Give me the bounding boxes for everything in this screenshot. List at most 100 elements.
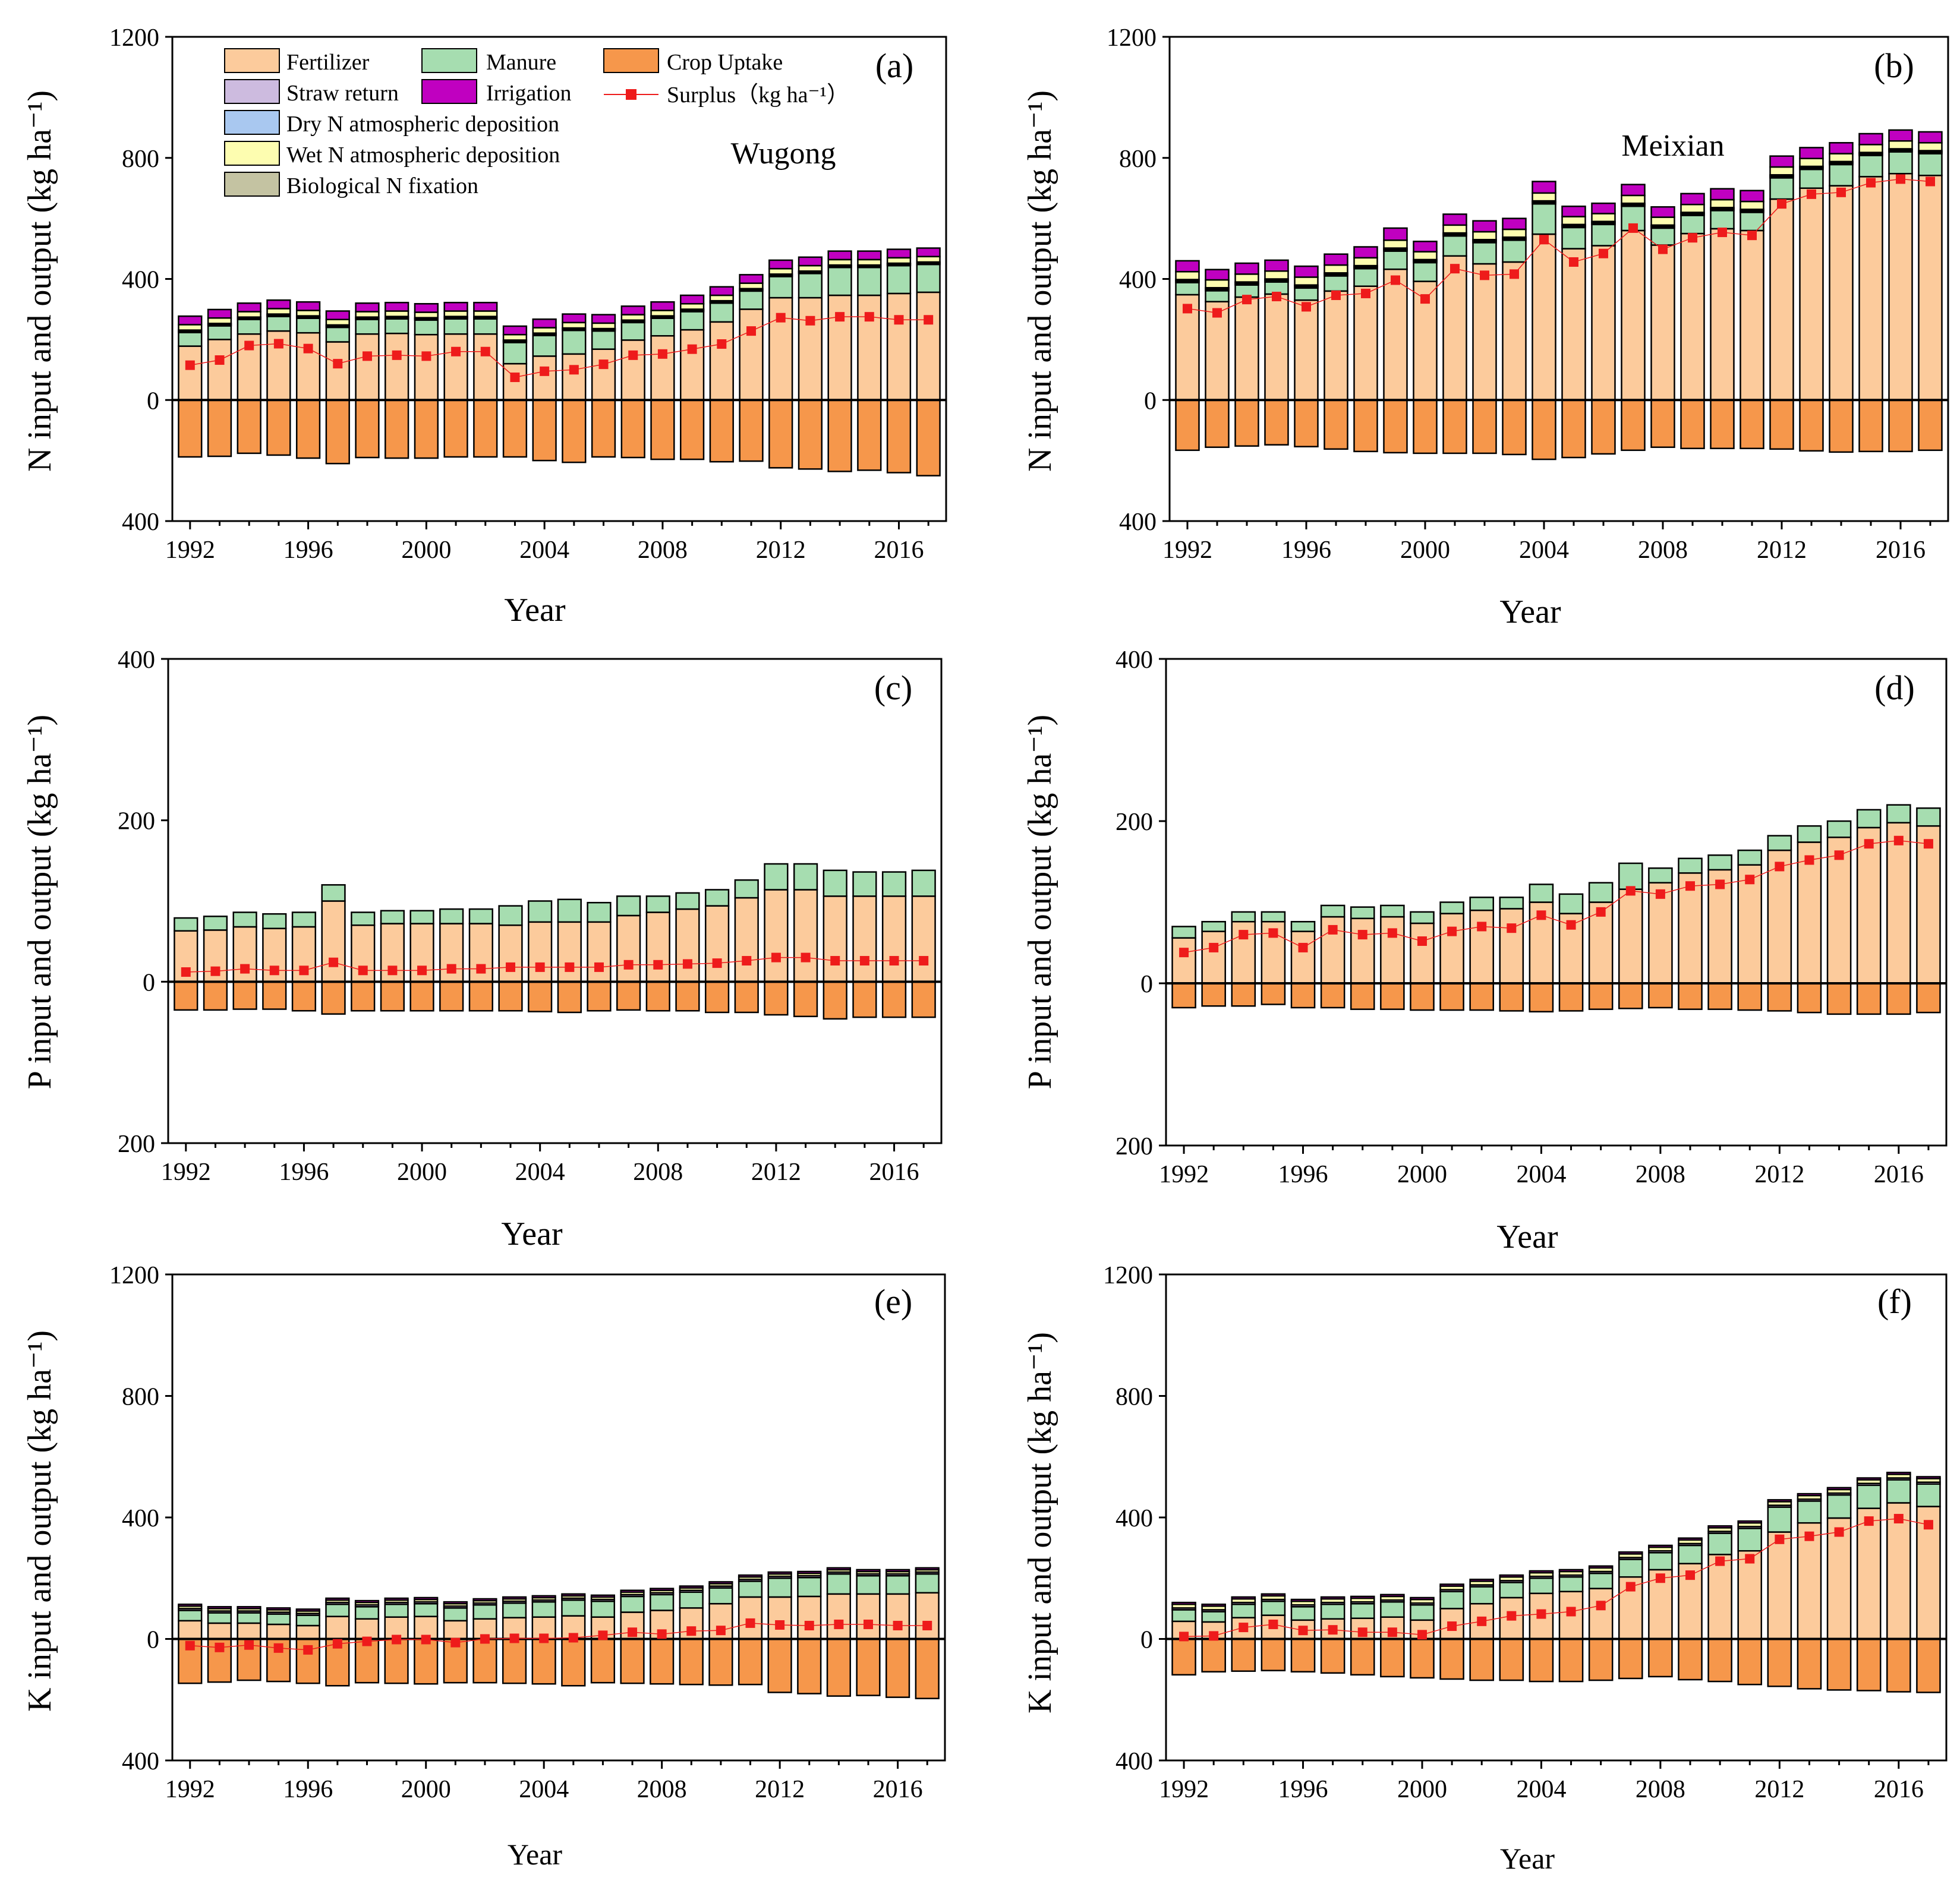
surplus-point-2016 [889, 956, 899, 966]
surplus-line [1187, 178, 1931, 314]
surplus-point-1997 [332, 1639, 342, 1649]
surplus-point-2008 [657, 349, 667, 359]
surplus-point-2017 [924, 315, 934, 325]
bar-wet-2001 [1442, 224, 1467, 234]
surplus-point-2006 [1596, 907, 1606, 917]
bar-fertilizer-2012 [764, 889, 789, 983]
bar-uptake-2000 [414, 1638, 439, 1685]
bar-manure-1994 [1231, 911, 1256, 923]
x-tick-label: 2012 [755, 1776, 805, 1803]
bar-uptake-2008 [1648, 982, 1673, 1009]
surplus-point-2009 [686, 1626, 697, 1636]
bar-manure-2005 [557, 898, 582, 923]
bar-irrigation-1996 [295, 301, 321, 311]
bar-uptake-2008 [1648, 1638, 1673, 1678]
bar-uptake-2006 [590, 1638, 616, 1684]
bar-manure-2014 [823, 869, 847, 897]
bar-manure-1993 [203, 916, 228, 931]
bar-fertilizer-2017 [916, 291, 941, 401]
legend-wet-swatch [224, 141, 280, 166]
bar-fertilizer-2001 [1442, 255, 1467, 401]
bar-irrigation-2017 [1916, 1476, 1941, 1479]
bar-manure-1992 [1171, 926, 1196, 939]
legend-dry-label: Dry N atmospheric deposition [286, 112, 559, 137]
surplus-point-2003 [1507, 1611, 1517, 1621]
bar-uptake-2006 [1588, 1638, 1614, 1681]
bar-uptake-1992 [178, 399, 203, 458]
surplus-point-2001 [1450, 264, 1460, 274]
bar-uptake-1999 [380, 981, 405, 1012]
panel-a-site: Wugong [731, 137, 836, 171]
bar-fertilizer-2000 [414, 333, 439, 401]
bar-manure-2013 [798, 273, 823, 299]
bar-uptake-2003 [1502, 399, 1527, 456]
bar-manure-2010 [704, 889, 730, 907]
surplus-point-2009 [1685, 1570, 1696, 1580]
bar-manure-2008 [1648, 1552, 1673, 1571]
bar-manure-2003 [498, 905, 523, 926]
surplus-point-2007 [628, 350, 638, 360]
x-tick-label: 2012 [1757, 537, 1807, 564]
bar-manure-1992 [178, 332, 203, 347]
bar-irrigation-2009 [1680, 193, 1705, 206]
bar-manure-2011 [739, 290, 764, 310]
bar-irrigation-2001 [443, 301, 468, 312]
bar-irrigation-2015 [856, 1569, 881, 1573]
bar-uptake-2004 [1529, 1638, 1554, 1683]
bar-uptake-2005 [1558, 982, 1584, 1012]
bar-wet-1997 [1324, 264, 1348, 274]
x-tick-label: 2008 [1636, 1776, 1685, 1803]
bar-irrigation-1994 [237, 302, 261, 313]
surplus-line [190, 1623, 928, 1651]
bar-uptake-2009 [679, 1638, 704, 1686]
surplus-point-1995 [1268, 1619, 1278, 1629]
bar-fertilizer-1999 [385, 332, 409, 401]
bar-manure-1994 [237, 318, 261, 335]
bar-manure-1994 [1231, 1603, 1256, 1618]
bar-manure-2010 [1710, 210, 1735, 230]
bar-uptake-1992 [1175, 399, 1200, 452]
bar-fertilizer-2000 [1410, 922, 1435, 984]
bar-manure-1999 [385, 318, 409, 335]
bar-wet-2003 [1502, 228, 1527, 238]
bar-irrigation-1999 [385, 301, 409, 312]
bar-uptake-1998 [1350, 982, 1375, 1010]
bar-uptake-2016 [881, 981, 907, 1018]
bar-irrigation-2014 [826, 1567, 851, 1571]
surplus-point-1992 [185, 360, 195, 370]
bar-wet-2000 [414, 311, 439, 318]
x-tick-label: 1996 [1278, 1161, 1328, 1188]
bar-fertilizer-2014 [826, 1593, 851, 1640]
bar-manure-2011 [1737, 849, 1763, 866]
panel-c-ylabel: P input and output (kg ha⁻¹) [21, 715, 58, 1090]
surplus-point-1993 [215, 1642, 225, 1652]
panel-d-ylabel: P input and output (kg ha⁻¹) [1022, 715, 1058, 1090]
surplus-point-1998 [358, 965, 368, 976]
bar-manure-2000 [414, 319, 439, 336]
x-tick-label: 1992 [1159, 1776, 1209, 1803]
bar-manure-2012 [764, 863, 789, 891]
bar-uptake-1993 [203, 981, 228, 1011]
surplus-point-2001 [450, 1637, 461, 1648]
bar-manure-1999 [380, 910, 405, 924]
surplus-point-1992 [181, 967, 191, 977]
bar-uptake-2007 [1621, 399, 1646, 452]
bar-manure-2017 [1918, 153, 1943, 176]
y-tick-label: 800 [122, 146, 159, 173]
bar-manure-1995 [262, 913, 287, 929]
bar-manure-2015 [1856, 1484, 1882, 1509]
bar-wet-2004 [1532, 192, 1556, 202]
surplus-point-2015 [1866, 178, 1876, 188]
surplus-point-1996 [1298, 942, 1308, 952]
bar-wet-2007 [1621, 194, 1646, 204]
bar-fertilizer-2002 [472, 1618, 497, 1640]
bar-wet-1996 [1294, 276, 1319, 286]
surplus-point-1992 [185, 1640, 195, 1651]
bar-manure-2014 [1829, 163, 1854, 187]
bar-uptake-1993 [1201, 1638, 1226, 1673]
surplus-point-2005 [565, 962, 575, 972]
surplus-point-1996 [299, 965, 309, 976]
bar-manure-1999 [1383, 250, 1408, 270]
surplus-point-2000 [417, 965, 427, 976]
x-tick-label: 2000 [1400, 537, 1450, 564]
